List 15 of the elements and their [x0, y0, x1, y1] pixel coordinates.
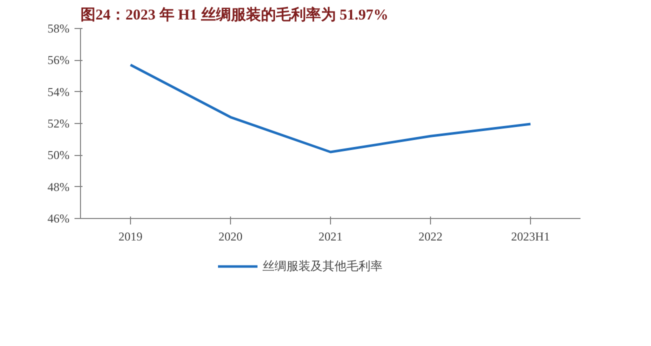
y-tick-label: 50% [48, 148, 70, 162]
legend-label: 丝绸服装及其他毛利率 [262, 258, 382, 274]
y-tick-label: 54% [48, 84, 70, 99]
chart-title: 图24：2023 年 H1 丝绸服装的毛利率为 51.97% [80, 6, 388, 24]
y-tick-label: 56% [48, 53, 70, 68]
x-tick-label: 2023H1 [511, 230, 550, 244]
x-tick-label: 2020 [218, 230, 242, 244]
y-tick-label: 46% [48, 212, 70, 226]
y-tick-label: 48% [48, 180, 70, 194]
y-tick-label: 58% [48, 22, 70, 36]
y-tick-label: 52% [48, 116, 70, 130]
x-tick-label: 2021 [318, 230, 342, 244]
x-tick-label: 2022 [418, 230, 442, 244]
x-tick-label: 2019 [118, 230, 142, 244]
line-series [129, 64, 532, 154]
